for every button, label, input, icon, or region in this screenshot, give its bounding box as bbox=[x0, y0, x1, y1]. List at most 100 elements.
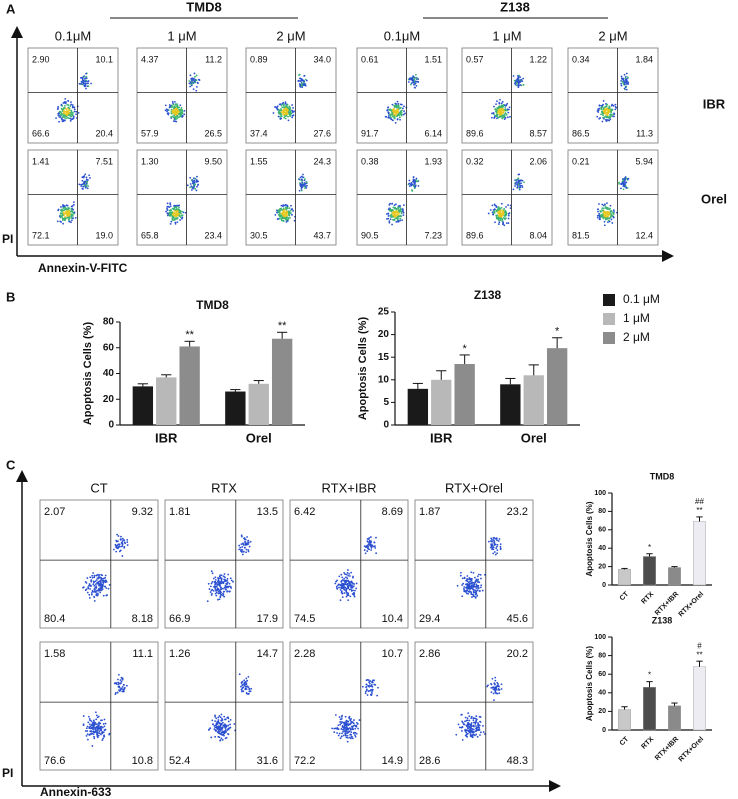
event-dot bbox=[303, 184, 306, 186]
event-dot bbox=[499, 209, 502, 212]
event-dot bbox=[186, 184, 189, 187]
event-dot bbox=[80, 82, 83, 85]
event-dot bbox=[97, 727, 99, 730]
event-dot bbox=[190, 83, 193, 86]
event-dot bbox=[346, 740, 349, 743]
event-dot bbox=[93, 726, 95, 729]
event-dot bbox=[215, 594, 218, 597]
event-dot bbox=[195, 74, 198, 77]
event-dot bbox=[282, 220, 285, 222]
bar bbox=[407, 388, 429, 425]
quadrant-value: 1.87 bbox=[419, 506, 440, 518]
row-label: IBR bbox=[703, 96, 726, 111]
event-dot bbox=[219, 593, 222, 595]
event-dot bbox=[415, 77, 418, 80]
quadrant-value: 10.1 bbox=[95, 54, 113, 64]
event-dot bbox=[219, 723, 222, 725]
event-dot bbox=[335, 585, 338, 588]
event-dot bbox=[174, 112, 177, 115]
event-dot bbox=[105, 594, 108, 597]
event-dot bbox=[177, 116, 180, 119]
event-dot bbox=[172, 111, 175, 114]
event-dot bbox=[195, 89, 198, 92]
event-dot bbox=[341, 728, 344, 731]
plot-frame bbox=[27, 149, 119, 246]
event-dot bbox=[388, 116, 391, 119]
plot-frame bbox=[39, 641, 159, 771]
event-dot bbox=[94, 726, 97, 729]
event-dot bbox=[96, 716, 99, 719]
event-dot bbox=[60, 216, 62, 219]
event-dot bbox=[499, 548, 502, 551]
event-dot bbox=[166, 206, 169, 208]
event-dot bbox=[88, 723, 91, 726]
event-dot bbox=[504, 218, 507, 221]
event-dot bbox=[623, 83, 626, 86]
event-dot bbox=[474, 591, 477, 594]
event-dot bbox=[227, 586, 229, 589]
event-dot bbox=[289, 110, 292, 113]
y-tick-label: 20 bbox=[598, 563, 606, 570]
event-dot bbox=[516, 185, 519, 188]
quadrant-value: 0.89 bbox=[250, 54, 268, 64]
x-tick-label: RTX+IBR bbox=[654, 591, 680, 617]
event-dot bbox=[175, 214, 178, 217]
event-dot bbox=[466, 580, 469, 583]
event-dot bbox=[176, 221, 179, 224]
event-dot bbox=[622, 79, 625, 82]
event-dot bbox=[598, 212, 601, 215]
column-label: 0.1μM bbox=[55, 28, 91, 43]
quadrant-value: 23.4 bbox=[204, 230, 222, 240]
event-dot bbox=[79, 76, 82, 79]
event-dot bbox=[91, 576, 94, 579]
event-dot bbox=[60, 108, 63, 111]
event-dot bbox=[367, 679, 370, 681]
y-tick-label: 40 bbox=[103, 368, 115, 379]
event-dot bbox=[87, 80, 90, 83]
event-dot bbox=[341, 596, 344, 599]
event-dot bbox=[365, 545, 368, 547]
event-dot bbox=[366, 537, 369, 540]
event-dot bbox=[120, 535, 122, 538]
event-dot bbox=[280, 104, 283, 106]
event-dot bbox=[389, 116, 392, 119]
event-dot bbox=[347, 574, 350, 577]
event-dot bbox=[196, 175, 198, 178]
event-dot bbox=[247, 541, 250, 544]
event-dot bbox=[222, 724, 225, 727]
event-dot bbox=[517, 183, 520, 186]
event-dot bbox=[97, 724, 100, 727]
event-dot bbox=[492, 692, 495, 695]
bar bbox=[523, 375, 544, 425]
event-dot bbox=[282, 103, 285, 106]
event-dot bbox=[517, 80, 519, 82]
event-dot bbox=[609, 113, 612, 116]
event-dot bbox=[116, 691, 119, 694]
event-dot bbox=[336, 587, 339, 590]
quadrant-value: 1.93 bbox=[424, 156, 442, 166]
quadrant-value: 81.5 bbox=[572, 230, 590, 240]
event-dot bbox=[472, 719, 475, 722]
event-dot bbox=[221, 717, 223, 720]
panel-label: C bbox=[6, 457, 16, 472]
event-dot bbox=[240, 534, 243, 537]
event-dot bbox=[607, 116, 609, 119]
event-dot bbox=[493, 541, 496, 544]
event-dot bbox=[245, 683, 248, 686]
event-dot bbox=[245, 688, 248, 690]
event-dot bbox=[391, 223, 393, 226]
event-dot bbox=[505, 222, 508, 225]
event-dot bbox=[107, 587, 110, 590]
event-dot bbox=[195, 85, 198, 88]
event-dot bbox=[490, 537, 493, 540]
event-dot bbox=[283, 108, 286, 111]
event-dot bbox=[606, 114, 609, 117]
bar bbox=[693, 666, 706, 731]
event-dot bbox=[517, 177, 520, 180]
plot-frame bbox=[136, 47, 228, 144]
event-dot bbox=[282, 104, 285, 107]
event-dot bbox=[494, 691, 497, 694]
quadrant-value: 8.69 bbox=[382, 506, 403, 518]
event-dot bbox=[397, 107, 400, 109]
event-dot bbox=[225, 585, 228, 588]
